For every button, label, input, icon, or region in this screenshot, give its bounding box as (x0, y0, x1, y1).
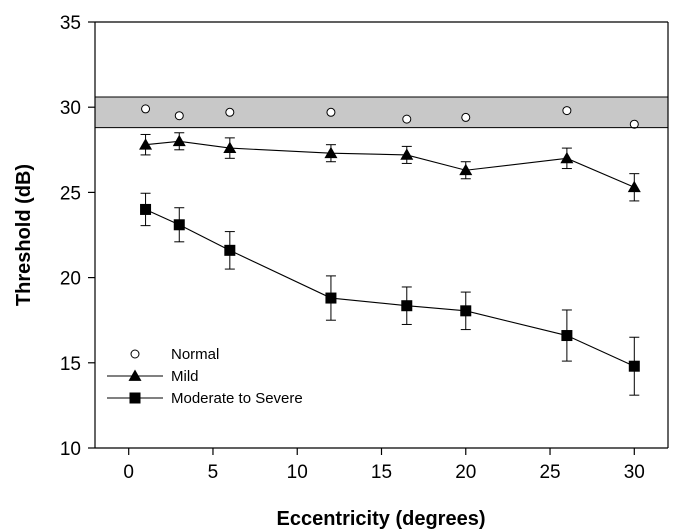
x-tick-label: 30 (624, 462, 645, 483)
y-tick-label: 35 (60, 13, 81, 34)
legend: Normal Mild Moderate to Severe (107, 346, 303, 407)
y-tick-label: 15 (60, 354, 81, 375)
data-point (173, 219, 185, 231)
data-point (325, 292, 337, 304)
data-point (140, 203, 152, 215)
data-point (400, 148, 414, 160)
y-tick-label: 10 (60, 439, 81, 460)
data-point (627, 180, 641, 193)
data-point (401, 300, 413, 312)
data-point (459, 163, 473, 176)
series-line (145, 208, 635, 367)
data-point (629, 119, 639, 129)
data-point (326, 107, 336, 117)
y-tick-label: 20 (60, 269, 81, 290)
y-tick-label: 30 (60, 98, 81, 119)
legend-item: Moderate to Severe (107, 390, 303, 407)
data-point (225, 107, 235, 117)
data-point (561, 330, 573, 342)
legend-label: Mild (171, 368, 199, 385)
x-tick-label: 20 (455, 462, 476, 483)
x-tick-label: 15 (371, 462, 392, 483)
data-point (628, 360, 640, 372)
data-point (224, 244, 236, 256)
data-point (141, 104, 151, 114)
x-axis-title: Eccentricity (degrees) (277, 508, 486, 530)
x-tick-label: 5 (208, 462, 219, 483)
series-moderate-to-severe (140, 192, 640, 396)
data-point (223, 141, 237, 153)
data-point (172, 134, 186, 147)
x-tick-label: 25 (539, 462, 560, 483)
legend-item: Mild (107, 368, 199, 385)
y-axis-title: Threshold (dB) (13, 164, 35, 306)
normal-range-band (95, 96, 668, 128)
legend-label: Normal (171, 346, 219, 363)
legend-marker (129, 392, 141, 404)
series-line (145, 140, 635, 188)
data-point (461, 112, 471, 122)
y-tick-label: 25 (60, 183, 81, 204)
data-point (324, 146, 338, 159)
legend-marker (128, 369, 142, 381)
data-point (562, 106, 572, 116)
series-layer (139, 104, 641, 396)
data-point (402, 114, 412, 124)
x-tick-label: 10 (287, 462, 308, 483)
data-point (560, 151, 574, 164)
legend-item: Normal (130, 346, 219, 363)
data-point (139, 138, 153, 150)
x-tick-label: 0 (123, 462, 134, 483)
y-ticks: 10 15 20 25 30 35 (60, 13, 95, 460)
series-mild (139, 132, 641, 202)
series-normal (141, 104, 639, 129)
data-point (174, 111, 184, 121)
legend-marker (130, 349, 140, 359)
data-point (460, 305, 472, 317)
legend-label: Moderate to Severe (171, 390, 303, 407)
x-ticks: 0 5 10 15 20 25 30 (123, 448, 645, 483)
